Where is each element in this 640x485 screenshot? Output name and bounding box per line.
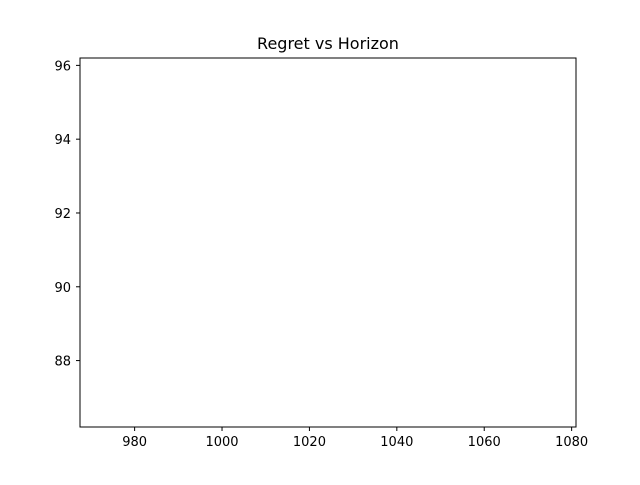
x-tick-label: 1020 bbox=[293, 435, 326, 450]
x-tick-label: 1080 bbox=[555, 435, 588, 450]
y-tick-label: 94 bbox=[54, 133, 71, 148]
y-axis: 88 90 92 94 96 bbox=[54, 59, 80, 370]
x-axis: 980 1000 1020 1040 1060 1080 bbox=[122, 427, 588, 450]
x-tick-label: 1060 bbox=[468, 435, 501, 450]
y-tick-label: 88 bbox=[54, 355, 71, 370]
y-tick-label: 96 bbox=[54, 59, 71, 74]
x-tick-label: 1040 bbox=[380, 435, 413, 450]
x-tick-label: 1000 bbox=[205, 435, 238, 450]
x-tick-label: 980 bbox=[122, 435, 147, 450]
chart-title: Regret vs Horizon bbox=[257, 34, 399, 53]
y-tick-label: 90 bbox=[54, 281, 71, 296]
y-tick-label: 92 bbox=[54, 207, 71, 222]
axes-frame bbox=[79, 57, 577, 428]
